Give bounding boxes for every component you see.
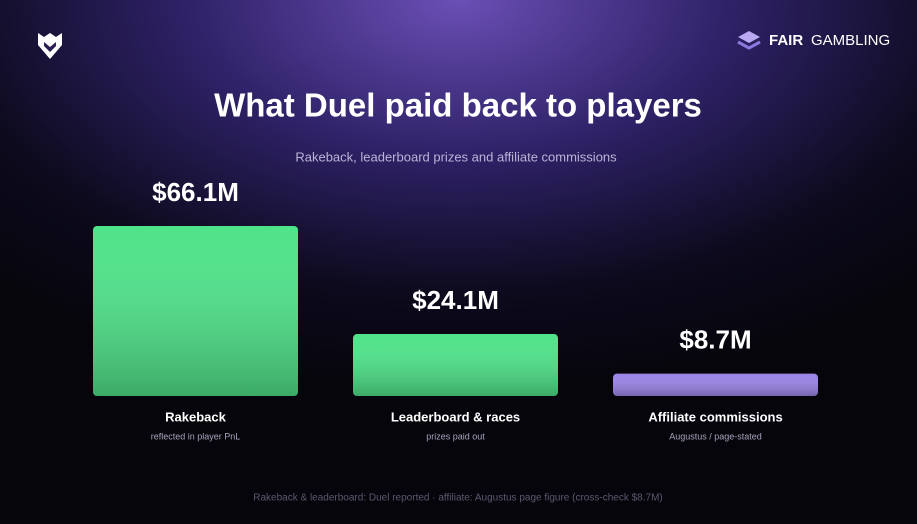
brand-strong: FAIR	[769, 32, 803, 49]
category-note: reflected in player PnL	[151, 431, 241, 441]
bar-shade	[613, 373, 818, 396]
value-label: $8.7M	[679, 324, 751, 354]
bar-shade	[353, 334, 558, 396]
category-label: Leaderboard & races	[391, 409, 520, 424]
bar-shade	[93, 226, 298, 396]
brand-logo: FAIR GAMBLING	[737, 31, 890, 50]
value-label: $24.1M	[412, 285, 499, 315]
category-label: Affiliate commissions	[648, 409, 782, 424]
brand-light: GAMBLING	[811, 32, 890, 49]
category-note: Augustus / page-stated	[669, 431, 762, 441]
footnote: Rakeback & leaderboard: Duel reported · …	[253, 493, 662, 504]
site-logo	[38, 33, 62, 59]
category-label: Rakeback	[165, 409, 226, 424]
value-label: $66.1M	[152, 177, 239, 207]
category-note: prizes paid out	[426, 431, 485, 441]
chart-subtitle: Rakeback, leaderboard prizes and affilia…	[295, 149, 617, 164]
chart-title: What Duel paid back to players	[214, 87, 702, 124]
